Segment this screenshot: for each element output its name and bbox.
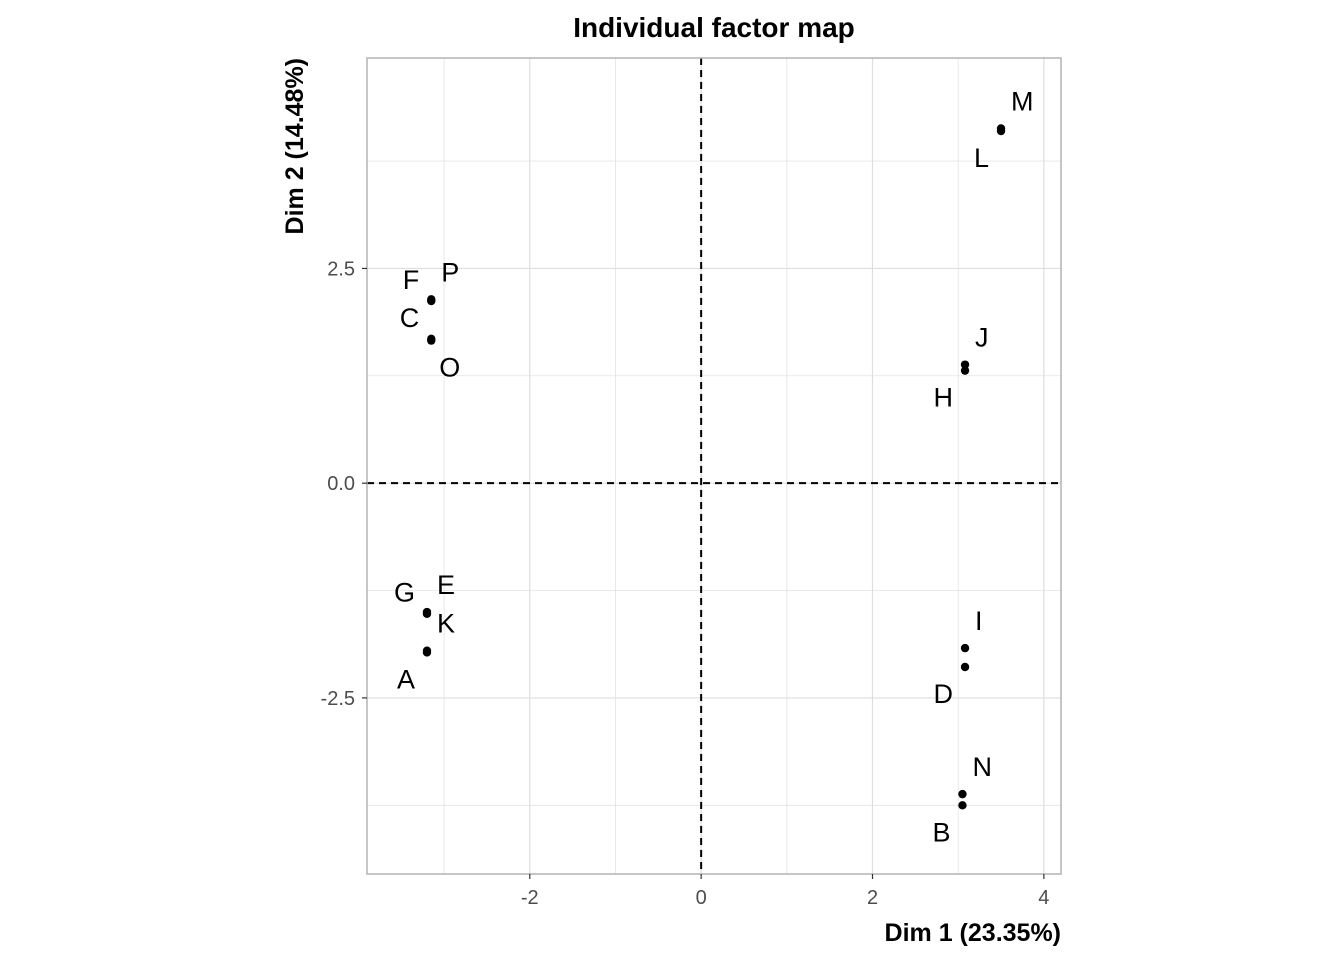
x-tick-label: 4 xyxy=(1038,887,1049,909)
axis-ticks: -2 0 2 4 -2.5 0.0 2.5 xyxy=(321,258,1050,909)
point-label-C: C xyxy=(400,303,420,333)
x-axis-title: Dim 1 (23.35%) xyxy=(885,919,1061,947)
point-label-D: D xyxy=(934,679,954,709)
point-label-P: P xyxy=(441,257,459,287)
data-points xyxy=(422,124,1006,810)
point-label-O: O xyxy=(439,353,460,383)
point-label-M: M xyxy=(1011,86,1033,116)
point-label-H: H xyxy=(934,383,954,413)
x-tick-label: 0 xyxy=(696,887,707,909)
data-point-J xyxy=(960,360,970,369)
data-point-K xyxy=(422,646,432,655)
chart-title: Individual factor map xyxy=(573,12,855,43)
plot-panel-border xyxy=(366,57,1062,875)
data-point-I xyxy=(960,643,970,653)
data-point-O xyxy=(427,336,436,345)
point-label-E: E xyxy=(437,570,455,600)
reference-lines xyxy=(367,58,1061,874)
data-point-H xyxy=(960,366,970,375)
data-point-P xyxy=(427,295,436,304)
point-label-J: J xyxy=(975,323,989,353)
data-point-B xyxy=(958,801,967,810)
data-point-L xyxy=(996,126,1006,136)
point-label-A: A xyxy=(397,664,415,694)
data-point-N xyxy=(958,789,967,799)
point-label-N: N xyxy=(972,752,992,782)
x-tick-label: -2 xyxy=(521,887,539,909)
y-axis-title: Dim 2 (14.48%) xyxy=(281,58,309,234)
point-labels: AKG E CO F P ML JH I D N B xyxy=(394,86,1034,847)
point-label-B: B xyxy=(932,817,950,847)
point-label-G: G xyxy=(394,578,415,608)
grid xyxy=(367,58,1061,874)
x-tick-label: 2 xyxy=(867,887,878,909)
data-point-D xyxy=(960,662,970,672)
y-tick-label: 0.0 xyxy=(327,473,355,495)
point-label-I: I xyxy=(975,606,983,636)
point-label-L: L xyxy=(974,143,989,173)
y-tick-label: -2.5 xyxy=(321,688,355,710)
y-tick-label: 2.5 xyxy=(327,258,355,280)
point-label-F: F xyxy=(403,265,420,295)
data-point-E xyxy=(422,607,432,617)
point-label-K: K xyxy=(437,609,455,639)
